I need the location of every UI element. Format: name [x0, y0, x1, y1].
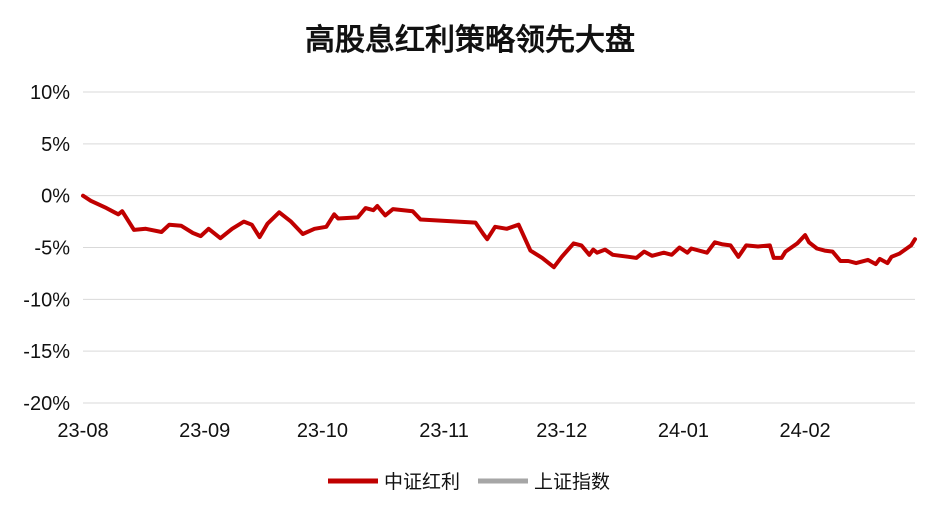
legend-label: 中证红利	[384, 471, 460, 493]
x-axis-tick-labels: 23-08 23-09 23-10 23-11 23-12 24-01 24-02	[57, 420, 830, 442]
y-axis-tick-labels: 10% 5% 0% -5% -10% -15% -20%	[23, 82, 70, 415]
legend-label: 上证指数	[534, 471, 610, 493]
x-tick-label: 23-12	[536, 420, 587, 442]
series-line	[81, 193, 917, 270]
y-tick-label: 10%	[30, 82, 70, 104]
legend: 中证红利 上证指数	[328, 471, 610, 493]
x-tick-label: 23-11	[419, 420, 469, 442]
y-tick-label: 0%	[41, 186, 70, 208]
y-tick-label: -15%	[23, 341, 70, 363]
y-tick-label: -10%	[23, 289, 70, 311]
x-tick-label: 23-09	[179, 420, 230, 442]
x-tick-label: 24-01	[658, 420, 709, 442]
x-tick-label: 24-02	[780, 420, 831, 442]
x-tick-label: 23-08	[57, 420, 108, 442]
series-lines	[81, 193, 917, 270]
gridlines	[83, 91, 915, 404]
x-tick-label: 23-10	[297, 420, 348, 442]
y-tick-label: -20%	[23, 393, 70, 415]
chart-title: 高股息红利策略领先大盘	[305, 23, 635, 58]
y-tick-label: -5%	[34, 238, 70, 260]
y-tick-label: 5%	[41, 134, 70, 156]
